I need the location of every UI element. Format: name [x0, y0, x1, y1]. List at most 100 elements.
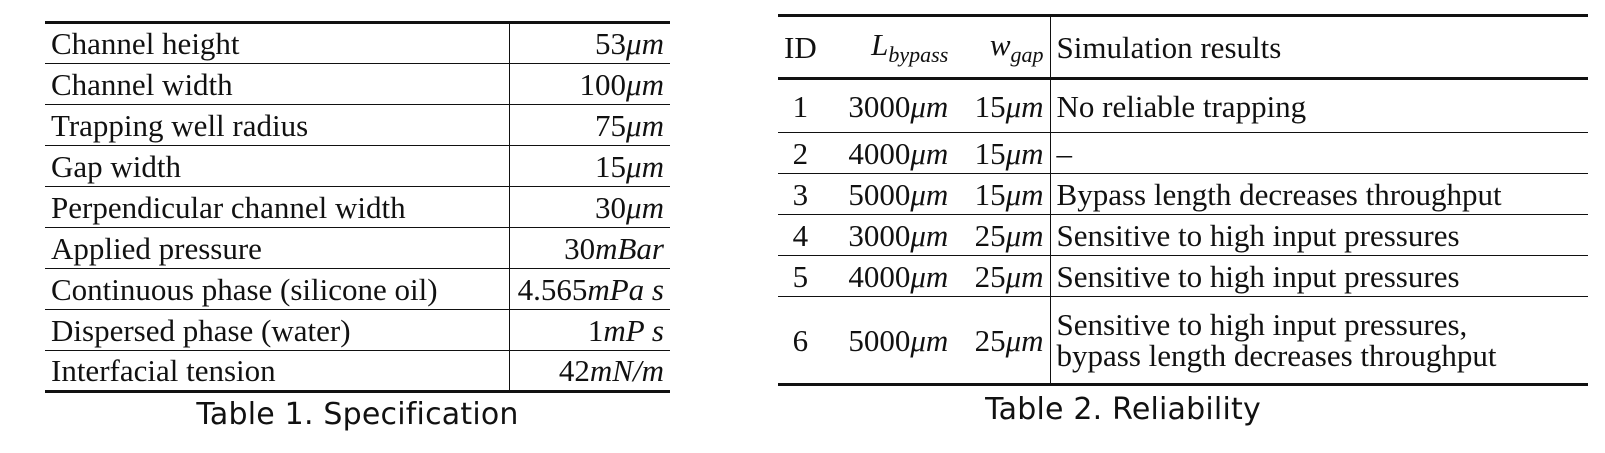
reliability-table-block: ID Lbypass wgap Simulation results 1 3000… — [778, 14, 1588, 427]
reliability-row: 6 5000μm 25μm Sensitive to high input press… — [778, 296, 1588, 386]
spec-value-number: 1 — [587, 312, 604, 348]
spec-value: 4.565mPa s — [509, 268, 670, 310]
spec-value-number: 100 — [579, 66, 627, 102]
spec-label: Trapping well radius — [45, 104, 510, 146]
l-bypass-number: 3000 — [848, 217, 911, 253]
spec-row: Channel width 100μm — [45, 63, 670, 105]
spec-value: 75μm — [509, 104, 670, 146]
w-gap-number: 15 — [974, 88, 1006, 124]
spec-value-number: 15 — [595, 148, 627, 184]
l-bypass-value: 3000μm — [822, 214, 955, 256]
l-bypass-number: 4000 — [848, 258, 911, 294]
specification-table-block: Channel height 53μm Channel width 100μm Trap… — [45, 21, 670, 432]
l-bypass-number: 4000 — [848, 135, 911, 171]
header-w-gap: wgap — [954, 16, 1050, 79]
reliability-row: 4 3000μm 25μm Sensitive to high input press… — [778, 214, 1588, 256]
l-bypass-value: 4000μm — [822, 255, 955, 297]
row-id: 5 — [778, 255, 823, 297]
l-bypass-number: 3000 — [848, 88, 911, 124]
spec-value-unit: μm — [626, 26, 664, 61]
spec-value: 30μm — [509, 186, 670, 228]
result-cell: Bypass length decreases throughput — [1049, 173, 1588, 215]
l-bypass-unit: μm — [910, 322, 949, 358]
w-gap-unit: μm — [1005, 258, 1044, 294]
spec-value-unit: mPa s — [587, 271, 664, 307]
result-cell: Sensitive to high input pressures — [1049, 214, 1588, 256]
table2-caption: Table 2. Reliability — [985, 392, 1261, 427]
header-l-main: L — [871, 26, 889, 62]
spec-row: Gap width 15μm — [45, 145, 670, 187]
result-line-1: Sensitive to high input pressures, — [1056, 307, 1468, 342]
spec-value-number: 42 — [558, 353, 590, 388]
w-gap-value: 25μm — [954, 214, 1051, 256]
header-w-main: w — [989, 26, 1011, 62]
w-gap-number: 25 — [974, 258, 1006, 294]
spec-value-unit: mP s — [603, 312, 664, 348]
spec-value: 15μm — [509, 145, 670, 187]
header-id: ID — [784, 29, 817, 65]
w-gap-value: 25μm — [954, 296, 1051, 386]
spec-value-number: 75 — [595, 107, 627, 143]
reliability-row: 3 5000μm 15μm Bypass length decreases throu… — [778, 173, 1588, 215]
l-bypass-value: 3000μm — [822, 78, 955, 133]
spec-label: Applied pressure — [45, 227, 510, 269]
spec-value: 53μm — [509, 22, 670, 64]
spec-value-unit: μm — [626, 107, 664, 143]
result-cell: – — [1049, 132, 1588, 174]
w-gap-unit: μm — [1005, 217, 1044, 253]
reliability-table: ID Lbypass wgap Simulation results 1 3000… — [778, 14, 1588, 386]
l-bypass-number: 5000 — [848, 322, 911, 358]
table1-caption: Table 1. Specification — [196, 397, 519, 432]
header-results: Simulation results — [1049, 15, 1588, 79]
spec-value-number: 30 — [564, 230, 596, 266]
reliability-row: 5 4000μm 25μm Sensitive to high input press… — [778, 255, 1588, 297]
spec-value-number: 4.565 — [517, 271, 588, 307]
w-gap-value: 15μm — [954, 132, 1051, 174]
spec-value: 1mP s — [509, 309, 670, 351]
l-bypass-unit: μm — [910, 135, 949, 171]
spec-value-unit: μm — [626, 189, 664, 225]
w-gap-value: 15μm — [954, 78, 1051, 133]
spec-value-unit: μm — [626, 66, 664, 102]
l-bypass-value: 5000μm — [822, 296, 955, 386]
header-w-sub: gap — [1010, 41, 1044, 67]
reliability-row: 2 4000μm 15μm – — [778, 132, 1588, 174]
spec-value-unit: mBar — [595, 230, 664, 266]
spec-value-unit: mN/m — [589, 353, 664, 388]
result-cell: No reliable trapping — [1049, 78, 1588, 133]
spec-row: Channel height 53μm — [45, 22, 670, 64]
spec-row: Perpendicular channel width 30μm — [45, 186, 670, 228]
result-cell: Sensitive to high input pressures — [1049, 255, 1588, 297]
spec-label: Channel width — [45, 63, 510, 105]
spec-row: Trapping well radius 75μm — [45, 104, 670, 146]
spec-value-number: 53 — [595, 26, 627, 61]
header-l-bypass: Lbypass — [823, 16, 955, 79]
w-gap-number: 25 — [974, 322, 1006, 358]
spec-value-unit: μm — [626, 148, 664, 184]
reliability-row: 1 3000μm 15μm No reliable trapping — [778, 78, 1588, 133]
spec-label: Gap width — [45, 145, 510, 187]
row-id: 2 — [778, 132, 823, 174]
w-gap-value: 15μm — [954, 173, 1051, 215]
l-bypass-value: 4000μm — [822, 132, 955, 174]
spec-label: Channel height — [45, 22, 510, 64]
spec-row: Dispersed phase (water) 1mP s — [45, 309, 670, 351]
l-bypass-unit: μm — [910, 258, 949, 294]
spec-label: Continuous phase (silicone oil) — [45, 268, 510, 310]
spec-label: Perpendicular channel width — [45, 186, 510, 228]
header-l-sub: bypass — [888, 41, 949, 67]
w-gap-number: 25 — [974, 217, 1006, 253]
l-bypass-unit: μm — [910, 88, 949, 124]
spec-row: Interfacial tension 42mN/m — [45, 350, 670, 393]
w-gap-value: 25μm — [954, 255, 1051, 297]
spec-value-number: 30 — [595, 189, 627, 225]
w-gap-unit: μm — [1005, 322, 1044, 358]
result-line-2: bypass length decreases throughput — [1056, 338, 1497, 373]
w-gap-number: 15 — [974, 135, 1006, 171]
spec-row: Continuous phase (silicone oil) 4.565mPa … — [45, 268, 670, 310]
l-bypass-value: 5000μm — [822, 173, 955, 215]
row-id: 1 — [778, 78, 823, 133]
row-id: 6 — [778, 296, 823, 386]
spec-value: 100μm — [509, 63, 670, 105]
table2-header-row: ID Lbypass wgap Simulation results — [778, 15, 1588, 79]
